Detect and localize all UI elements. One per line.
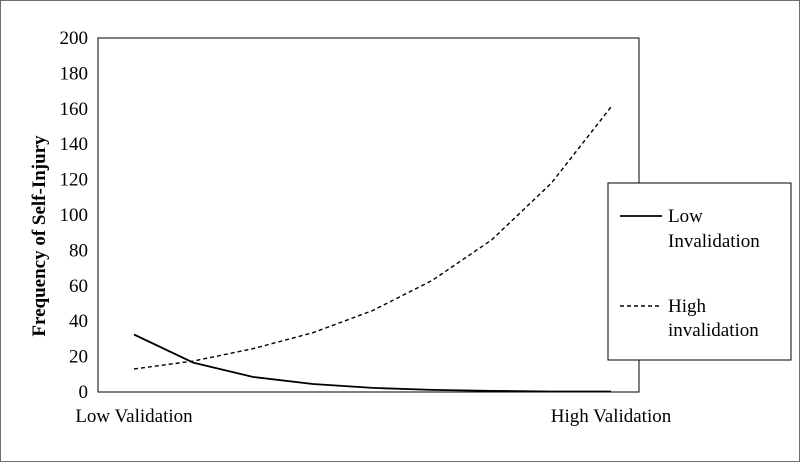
y-tick-label: 20 (69, 347, 88, 368)
x-label-high-validation: High Validation (551, 406, 672, 427)
y-tick-label: 60 (69, 276, 88, 297)
y-axis-title: Frequency of Self-Injury (29, 135, 50, 337)
legend: Low Invalidation High invalidation (607, 182, 792, 361)
series-line-low-invalidation (133, 333, 611, 393)
x-label-low-validation: Low Validation (75, 406, 193, 427)
y-tick-label: 80 (69, 240, 88, 261)
series-line-high-invalidation (133, 106, 612, 370)
legend-label-low-invalidation-line1: Low (668, 206, 703, 227)
legend-box (607, 182, 792, 361)
y-tick-label: 180 (60, 63, 89, 84)
legend-label-high-invalidation-line1: High (668, 296, 707, 317)
legend-label-high-invalidation-line2: invalidation (668, 320, 759, 341)
series-group (133, 106, 612, 393)
y-tick-label: 200 (60, 28, 89, 49)
y-tick-label: 100 (60, 205, 89, 226)
y-tick-label: 160 (60, 99, 89, 120)
y-tick-label: 40 (69, 311, 88, 332)
y-tick-label: 120 (60, 170, 89, 191)
plot-area (97, 37, 640, 393)
legend-label-low-invalidation-line2: Invalidation (668, 231, 760, 252)
y-tick-label: 0 (79, 382, 89, 403)
y-tick-labels: 0 20 40 60 80 100 120 140 160 180 200 (60, 28, 89, 403)
y-tick-label: 140 (60, 134, 89, 155)
